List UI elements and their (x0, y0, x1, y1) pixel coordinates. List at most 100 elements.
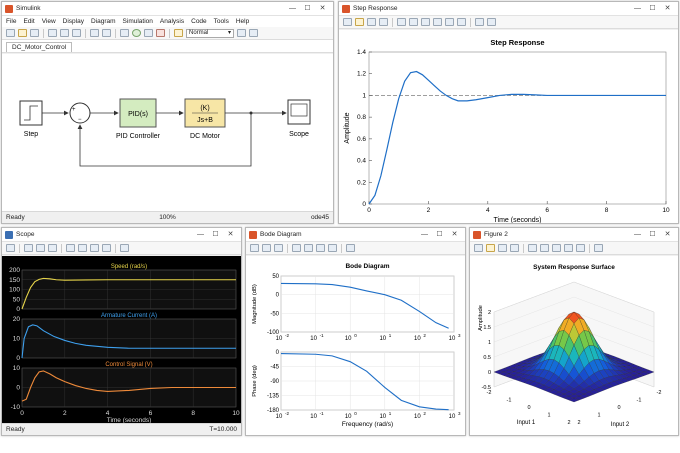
maximize-icon[interactable]: ☐ (304, 4, 311, 12)
maximize-icon[interactable]: ☐ (212, 230, 219, 238)
settings-icon[interactable] (6, 244, 15, 252)
print-icon[interactable] (510, 244, 519, 252)
close-icon[interactable]: ✕ (227, 230, 234, 238)
menu-item-simulation[interactable]: Simulation (122, 18, 153, 25)
cursor-measurements-icon[interactable] (120, 244, 129, 252)
debug-icon[interactable] (174, 29, 183, 37)
surface-plot[interactable]: System Response Surface -0.5 0 0.5 1 1.5 2 Ampl… (470, 256, 678, 436)
menu-item-view[interactable]: View (41, 18, 56, 25)
pan-icon[interactable] (316, 244, 325, 252)
minimize-icon[interactable]: — (289, 4, 296, 12)
simulation-mode-dropdown[interactable]: Normal ▾ (186, 28, 234, 38)
new-figure-icon[interactable] (343, 18, 352, 26)
scope-titlebar[interactable]: Scope — ☐ ✕ (2, 228, 241, 242)
bode-magnitude-y-tick-label: -100 (267, 330, 280, 336)
step-block[interactable] (19, 100, 43, 126)
up-arrow-icon[interactable] (72, 29, 81, 37)
zoom-in-icon[interactable] (397, 18, 406, 26)
close-icon[interactable]: ✕ (664, 230, 671, 238)
back-arrow-icon[interactable] (48, 29, 57, 37)
zoom-out-icon[interactable] (540, 244, 549, 252)
menu-item-analysis[interactable]: Analysis (159, 18, 185, 25)
open-folder-icon[interactable] (355, 18, 364, 26)
menu-item-code[interactable]: Code (191, 18, 207, 25)
new-figure-icon[interactable] (474, 244, 483, 252)
menu-item-file[interactable]: File (6, 18, 17, 25)
new-figure-icon[interactable] (250, 244, 259, 252)
pan-icon[interactable] (421, 18, 430, 26)
step-titlebar[interactable]: Step Response — ☐ ✕ (339, 2, 678, 16)
save-icon[interactable] (367, 18, 376, 26)
open-folder-icon[interactable] (18, 29, 27, 37)
minimize-icon[interactable]: — (421, 230, 428, 238)
step-back-icon[interactable] (120, 29, 129, 37)
minimize-icon[interactable]: — (197, 230, 204, 238)
bode-x-tick-base: 10 (414, 414, 421, 420)
stop-icon[interactable] (48, 244, 57, 252)
brush-icon[interactable] (457, 18, 466, 26)
save-icon[interactable] (262, 244, 271, 252)
data-cursor-icon[interactable] (576, 244, 585, 252)
menu-item-help[interactable]: Help (235, 18, 250, 25)
step-response-plot[interactable]: Step Response Time (seconds) Amplitude 0 2 4 6… (339, 30, 678, 224)
maximize-icon[interactable]: ☐ (436, 230, 443, 238)
properties-icon[interactable] (249, 29, 258, 37)
new-model-icon[interactable] (6, 29, 15, 37)
stop-icon[interactable] (156, 29, 165, 37)
minimize-icon[interactable]: — (634, 4, 641, 12)
step-forward-icon[interactable] (36, 244, 45, 252)
surface-z-tick-label: 1.5 (483, 325, 491, 331)
run-icon[interactable] (132, 29, 141, 37)
maximize-icon[interactable]: ☐ (649, 4, 656, 12)
save-icon[interactable] (30, 29, 39, 37)
scope-block[interactable] (287, 99, 311, 125)
model-settings-icon[interactable] (102, 29, 111, 37)
menu-item-tools[interactable]: Tools (213, 18, 229, 25)
pan-icon[interactable] (552, 244, 561, 252)
colorbar-icon[interactable] (594, 244, 603, 252)
window-controls: — ☐ ✕ (193, 229, 238, 241)
run-icon[interactable] (24, 244, 33, 252)
minimize-icon[interactable]: — (634, 230, 641, 238)
forward-arrow-icon[interactable] (60, 29, 69, 37)
model-canvas[interactable]: Step + − PID(s) PID Controller (K) Js (2, 54, 333, 211)
legend-icon[interactable] (346, 244, 355, 252)
autoscale-icon[interactable] (102, 244, 111, 252)
zoom-in-icon[interactable] (528, 244, 537, 252)
colorbar-icon[interactable] (475, 18, 484, 26)
maximize-icon[interactable]: ☐ (649, 230, 656, 238)
zoom-out-icon[interactable] (409, 18, 418, 26)
data-cursor-icon[interactable] (445, 18, 454, 26)
rotate-3d-icon[interactable] (564, 244, 573, 252)
data-cursor-icon[interactable] (328, 244, 337, 252)
rotate-icon[interactable] (433, 18, 442, 26)
zoom-in-icon[interactable] (292, 244, 301, 252)
bode-titlebar[interactable]: Bode Diagram — ☐ ✕ (246, 228, 465, 242)
surface-y-tick-label: -2 (657, 390, 662, 396)
menu-item-display[interactable]: Display (62, 18, 84, 25)
figure2-titlebar[interactable]: Figure 2 — ☐ ✕ (470, 228, 678, 242)
save-icon[interactable] (498, 244, 507, 252)
bode-x-tick-base: 10 (414, 336, 421, 342)
legend-icon[interactable] (487, 18, 496, 26)
step-forward-icon[interactable] (144, 29, 153, 37)
open-folder-icon[interactable] (486, 244, 495, 252)
menu-item-edit[interactable]: Edit (23, 18, 35, 25)
zoom-out-icon[interactable] (304, 244, 313, 252)
scope-y-tick-label: 0 (16, 385, 20, 392)
model-advisor-icon[interactable] (237, 29, 246, 37)
library-browser-icon[interactable] (90, 29, 99, 37)
print-icon[interactable] (274, 244, 283, 252)
menu-item-diagram[interactable]: Diagram (90, 18, 116, 25)
print-icon[interactable] (379, 18, 388, 26)
close-icon[interactable]: ✕ (319, 4, 326, 12)
zoom-x-icon[interactable] (78, 244, 87, 252)
close-icon[interactable]: ✕ (664, 4, 671, 12)
close-icon[interactable]: ✕ (451, 230, 458, 238)
model-tab[interactable]: DC_Motor_Control (6, 42, 73, 52)
zoom-in-icon[interactable] (66, 244, 75, 252)
simulink-titlebar[interactable]: Simulink — ☐ ✕ (2, 2, 333, 16)
zoom-y-icon[interactable] (90, 244, 99, 252)
